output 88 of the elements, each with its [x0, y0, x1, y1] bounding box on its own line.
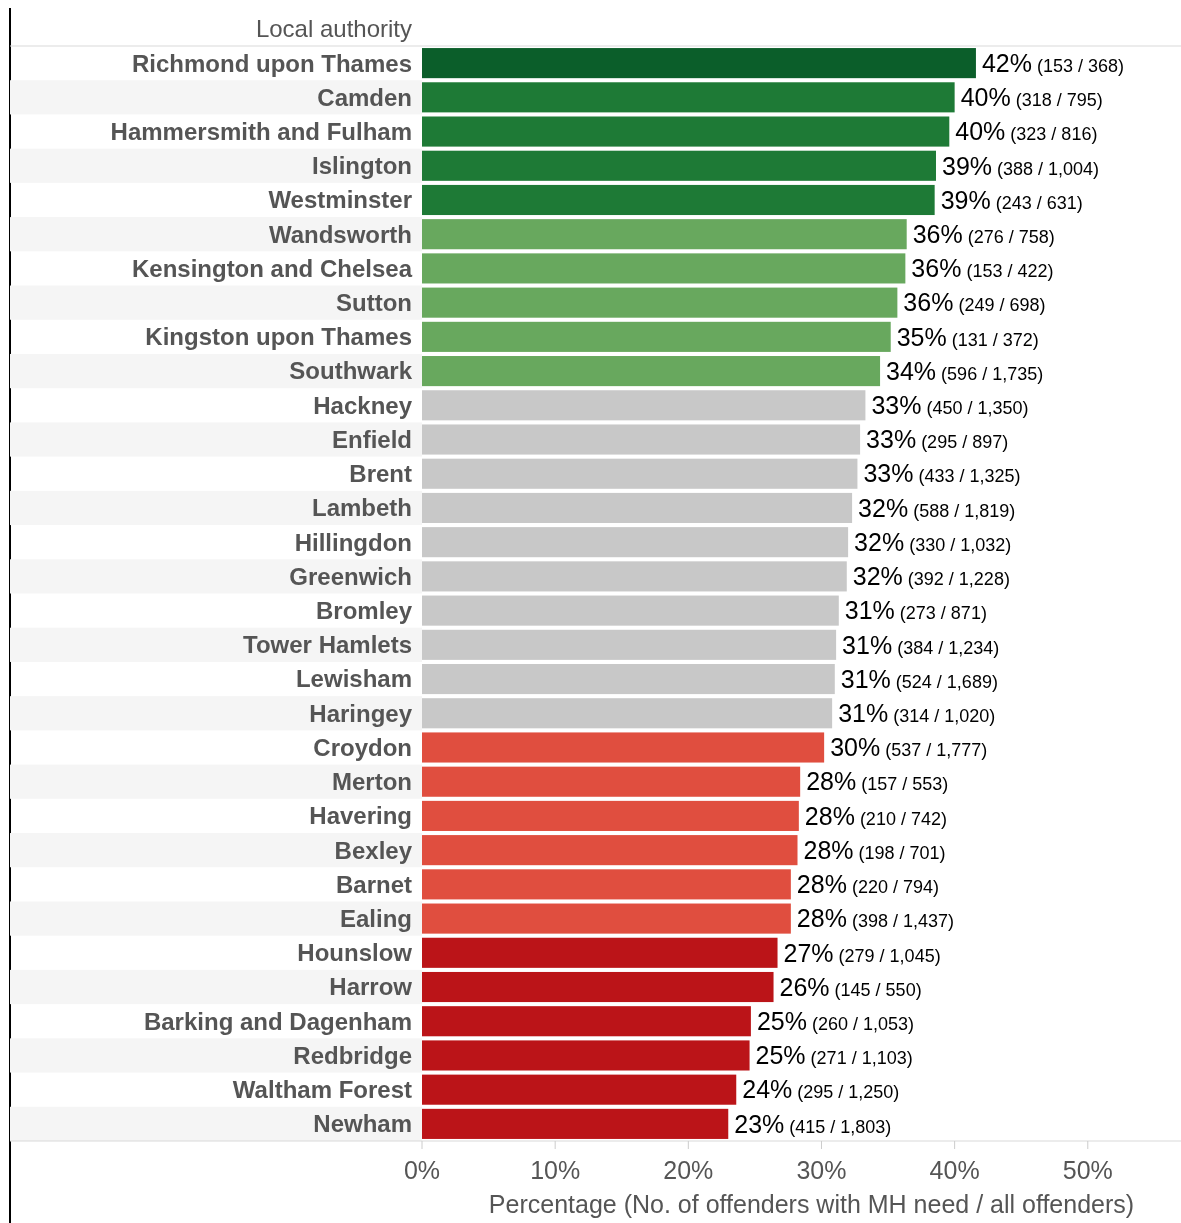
- y-tick-label: Sutton: [336, 289, 412, 317]
- data-label: 28% (210 / 742): [804, 801, 947, 830]
- y-tick-label: Harrow: [329, 973, 413, 1001]
- x-tick-label: 0%: [403, 1156, 441, 1184]
- y-tick-label: Hackney: [313, 391, 413, 419]
- data-label: 33% (433 / 1,325): [863, 459, 1021, 488]
- y-tick-label: Newham: [313, 1110, 412, 1138]
- data-label: 31% (384 / 1,234): [842, 630, 1000, 659]
- y-tick-label: Lambeth: [311, 494, 412, 522]
- y-tick-label: Haringey: [309, 699, 413, 727]
- x-tick-label: 40%: [929, 1156, 980, 1184]
- bar: [422, 1006, 751, 1037]
- x-tick-label: 10%: [530, 1156, 581, 1184]
- y-tick-label: Tower Hamlets: [243, 631, 412, 659]
- y-tick-label: Barnet: [335, 870, 412, 898]
- y-tick-label: Islington: [312, 152, 412, 180]
- x-tick-label: 50%: [1062, 1156, 1113, 1184]
- bar: [422, 937, 778, 968]
- data-label: 28% (220 / 794): [796, 870, 939, 899]
- data-label: 33% (450 / 1,350): [871, 391, 1029, 420]
- data-label: 31% (524 / 1,689): [840, 664, 998, 693]
- y-axis-title: Local authority: [255, 15, 412, 42]
- y-tick-label: Lewisham: [295, 665, 412, 693]
- data-label: 36% (249 / 698): [903, 288, 1046, 317]
- data-label: 33% (295 / 897): [866, 425, 1009, 454]
- y-tick-label: Greenwich: [289, 562, 412, 590]
- y-tick-label: Wandsworth: [268, 220, 412, 248]
- data-label: 30% (537 / 1,777): [830, 733, 988, 762]
- y-tick-label: Havering: [309, 802, 412, 830]
- data-label: 28% (398 / 1,437): [796, 904, 954, 933]
- data-label: 32% (330 / 1,032): [854, 527, 1012, 556]
- data-label: 32% (392 / 1,228): [852, 562, 1010, 591]
- data-label: 25% (260 / 1,053): [756, 1006, 915, 1035]
- data-label: 34% (596 / 1,735): [886, 356, 1044, 385]
- data-label: 26% (145 / 550): [779, 972, 922, 1001]
- y-tick-label: Croydon: [313, 733, 412, 761]
- data-label: 39% (243 / 631): [940, 185, 1083, 214]
- data-label: 24% (295 / 1,250): [742, 1075, 900, 1104]
- data-label: 31% (314 / 1,020): [838, 699, 996, 728]
- data-label: 25% (271 / 1,103): [755, 1041, 913, 1070]
- bar: [422, 321, 891, 352]
- y-tick-label: Westminster: [268, 186, 412, 214]
- bar: [422, 595, 839, 626]
- data-label: 42% (153 / 368): [981, 48, 1125, 77]
- y-tick-label: Bexley: [334, 836, 413, 864]
- y-tick-label: Hounslow: [297, 939, 413, 967]
- bar: [422, 800, 799, 831]
- y-tick-label: Redbridge: [293, 1041, 412, 1069]
- data-label: 28% (198 / 701): [803, 835, 946, 864]
- data-label: 27% (279 / 1,045): [783, 938, 941, 967]
- bar: [422, 458, 858, 489]
- y-tick-label: Camden: [317, 83, 412, 111]
- bar: [422, 663, 835, 695]
- data-label: 40% (318 / 795): [960, 83, 1103, 112]
- data-label: 28% (157 / 553): [806, 767, 949, 796]
- bar: [422, 184, 935, 216]
- y-tick-label: Bromley: [315, 597, 413, 625]
- data-label: 23% (415 / 1,803): [734, 1109, 892, 1138]
- y-tick-label: Enfield: [331, 425, 412, 453]
- y-tick-label: Barking and Dagenham: [143, 1007, 412, 1035]
- data-label: 36% (276 / 758): [912, 219, 1055, 248]
- data-label: 39% (388 / 1,004): [941, 151, 1100, 180]
- y-tick-label: Hillingdon: [294, 528, 412, 556]
- y-tick-label: Southwark: [289, 357, 413, 385]
- bar: [422, 1074, 737, 1105]
- y-tick-label: Kensington and Chelsea: [131, 254, 413, 282]
- data-label: 32% (588 / 1,819): [858, 493, 1016, 522]
- bar: [422, 869, 791, 900]
- data-label: 40% (323 / 816): [955, 117, 1098, 146]
- bar: [422, 732, 825, 763]
- x-axis-title: Percentage (No. of offenders with MH need / all offenders): [488, 1190, 1135, 1218]
- x-tick-label: 30%: [796, 1156, 847, 1184]
- bar: [422, 48, 976, 79]
- bar: [422, 527, 849, 558]
- data-label: 35% (131 / 372): [896, 322, 1039, 351]
- y-tick-label: Merton: [332, 768, 412, 796]
- bar: [422, 116, 950, 147]
- bar: [422, 253, 906, 284]
- bar: [422, 390, 866, 421]
- y-tick-label: Brent: [349, 460, 413, 488]
- x-tick-label: 20%: [663, 1156, 714, 1184]
- data-label: 31% (273 / 871): [844, 596, 987, 625]
- y-tick-label: Hammersmith and Fulham: [110, 117, 412, 145]
- y-tick-label: Ealing: [339, 904, 412, 932]
- y-tick-label: Kingston upon Thames: [145, 323, 412, 351]
- y-tick-label: Waltham Forest: [232, 1076, 412, 1104]
- y-tick-label: Richmond upon Thames: [131, 49, 412, 77]
- data-label: 36% (153 / 422): [911, 254, 1054, 283]
